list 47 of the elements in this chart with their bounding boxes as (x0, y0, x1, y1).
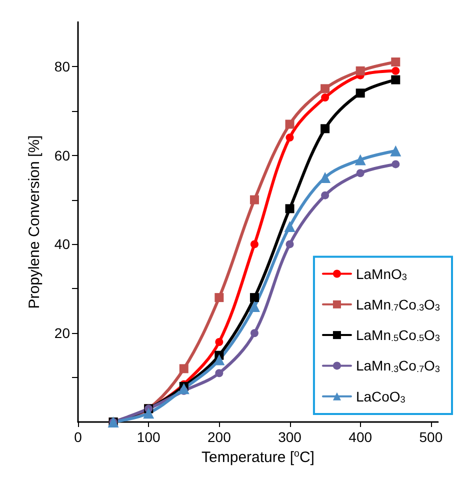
point (286, 240, 294, 248)
point (286, 134, 294, 142)
x-tick-label: 300 (278, 429, 302, 445)
x-tick-label: 200 (207, 429, 232, 445)
point (321, 94, 330, 102)
x-tick-label: 0 (74, 429, 82, 445)
legend-label: LaCoO3 (356, 388, 406, 404)
point (214, 293, 224, 302)
point (178, 383, 190, 394)
point (215, 369, 224, 378)
point (179, 364, 188, 374)
point (390, 145, 402, 156)
point (320, 84, 330, 94)
y-tick-label: 60 (54, 147, 70, 164)
point (356, 88, 365, 98)
x-tick-label: 400 (348, 429, 372, 445)
point (392, 160, 400, 168)
point (354, 154, 366, 166)
point (248, 300, 260, 312)
point (391, 75, 400, 84)
point (320, 172, 331, 184)
point (284, 220, 296, 232)
x-tick-label: 500 (419, 429, 443, 445)
y-tick-label: 20 (54, 325, 70, 342)
y-tick-label: 40 (54, 236, 70, 252)
y-tick-label: 80 (54, 58, 70, 74)
point (391, 58, 400, 66)
point (250, 195, 259, 204)
legend-label: LaMn.3Co.7O3 (356, 358, 440, 374)
point (356, 66, 365, 76)
legend-label: LaMnO3 (356, 266, 407, 282)
legend-label: LaMn.7Co.3O3 (356, 296, 440, 313)
point (143, 408, 154, 419)
point (250, 293, 259, 302)
x-tick-label: 100 (136, 429, 160, 445)
point (356, 169, 364, 178)
point (320, 124, 330, 134)
point (250, 329, 258, 338)
point (250, 240, 258, 248)
point (215, 338, 224, 346)
point (285, 204, 294, 214)
legend-label: LaMn.5Co.5O3 (356, 327, 440, 344)
y-axis-title: Propylene Conversion [%] (26, 135, 43, 309)
point (285, 120, 294, 129)
point (214, 354, 225, 366)
point (321, 191, 330, 200)
point (392, 66, 400, 75)
